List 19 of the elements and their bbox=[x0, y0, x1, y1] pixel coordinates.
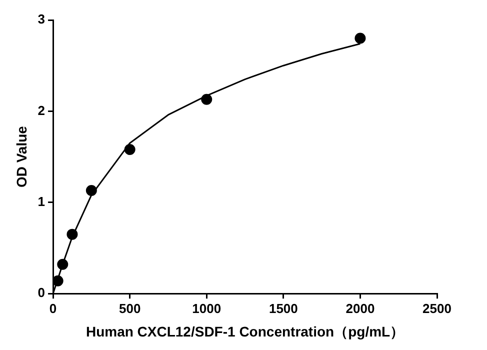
x-tick-label: 2000 bbox=[346, 300, 375, 316]
x-tick-label: 500 bbox=[118, 300, 141, 316]
point bbox=[201, 94, 212, 105]
y-tick-label: 3 bbox=[38, 12, 46, 27]
point bbox=[354, 32, 366, 44]
y-tick-label: 0 bbox=[38, 285, 46, 300]
x-tick-label: 1000 bbox=[192, 300, 222, 316]
y-tick-label: 1 bbox=[38, 194, 46, 209]
point bbox=[86, 185, 97, 196]
y-axis-title: OD Value bbox=[13, 126, 30, 188]
x-tick-label: 0 bbox=[49, 300, 57, 316]
y-tick-label: 2 bbox=[38, 102, 46, 118]
x-tick-label: 2500 bbox=[422, 300, 452, 316]
point bbox=[57, 258, 68, 270]
x-tick-label: 1500 bbox=[268, 300, 298, 316]
point bbox=[66, 228, 78, 240]
point bbox=[53, 275, 64, 286]
point bbox=[124, 144, 136, 156]
x-axis-title: Human CXCL12/SDF-1 Concentration（pg/mL） bbox=[86, 323, 404, 340]
